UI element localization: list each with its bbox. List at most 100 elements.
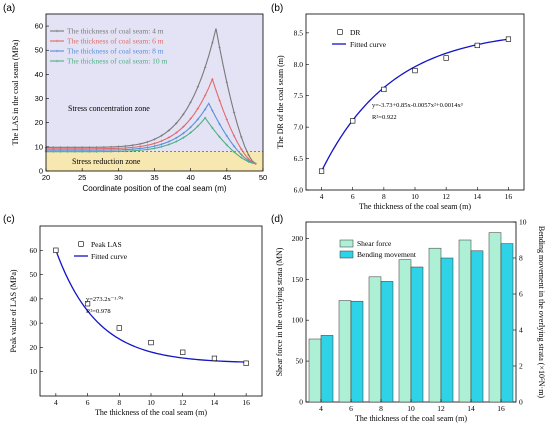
series-marker bbox=[232, 134, 236, 138]
x-tick-label: 50 bbox=[259, 173, 267, 182]
plot-frame bbox=[305, 13, 525, 191]
series-marker bbox=[175, 122, 178, 125]
bar-bending-movement bbox=[320, 335, 334, 403]
legend-label-fit: Fitted curve bbox=[91, 252, 128, 261]
series-marker bbox=[211, 41, 214, 45]
x-tick-label: 6 bbox=[351, 192, 355, 201]
y-right-tick-label: 4 bbox=[519, 326, 523, 335]
data-point bbox=[211, 355, 218, 361]
series-marker bbox=[232, 150, 236, 154]
y-tick-label: 8.0 bbox=[294, 60, 304, 69]
series-marker bbox=[240, 147, 243, 151]
series-marker bbox=[175, 140, 178, 143]
bar-bending-movement bbox=[380, 281, 394, 403]
panel-label-d: (d) bbox=[271, 214, 283, 225]
series-marker bbox=[189, 100, 192, 104]
y-tick-label: 50 bbox=[35, 46, 43, 55]
series-marker bbox=[138, 149, 142, 152]
series-marker bbox=[247, 160, 250, 163]
series-marker bbox=[232, 145, 236, 148]
x-tick-label: 16 bbox=[497, 404, 505, 413]
x-tick-label: 8 bbox=[379, 404, 383, 413]
y-tick-label: 40 bbox=[30, 294, 38, 303]
data-point bbox=[53, 247, 59, 253]
data-point bbox=[318, 168, 325, 174]
legend-label: The thickness of coal seam: 6 m bbox=[67, 37, 164, 46]
data-point bbox=[84, 301, 91, 307]
series-marker bbox=[124, 149, 127, 153]
series-marker bbox=[167, 136, 171, 139]
x-axis-label: The thickness of the coal seam (m) bbox=[355, 414, 467, 423]
y-tick-label: 150 bbox=[292, 275, 304, 284]
fit-r2: R²=0.922 bbox=[372, 114, 397, 121]
x-axis-label: The thickness of the coal seam (m) bbox=[95, 408, 207, 417]
legend-label-fit: Fitted curve bbox=[350, 40, 387, 49]
series-marker bbox=[182, 132, 185, 135]
y-tick-label: 40 bbox=[35, 70, 43, 79]
series-marker bbox=[203, 66, 207, 69]
series-marker bbox=[59, 150, 62, 153]
fit-equation: y=273.2x⁻¹·⁰⁹ bbox=[86, 295, 124, 303]
legend-label: The thickness of coal seam: 8 m bbox=[67, 47, 164, 56]
x-tick-label: 20 bbox=[42, 173, 50, 182]
legend-marker bbox=[337, 29, 343, 35]
series-marker bbox=[196, 118, 200, 121]
series-marker bbox=[211, 109, 214, 112]
y-tick-label: 60 bbox=[30, 246, 38, 255]
series-marker bbox=[175, 136, 178, 140]
series-marker bbox=[131, 144, 134, 147]
series-marker bbox=[196, 107, 200, 110]
x-tick-label: 6 bbox=[86, 398, 90, 407]
y-axis-label: The DR of the coal seam (m) bbox=[276, 55, 285, 149]
series-marker bbox=[182, 112, 185, 116]
legend-swatch-shear bbox=[339, 239, 354, 248]
series-marker bbox=[203, 108, 207, 111]
y-axis-label: Peak value of LAS (MPa) bbox=[9, 269, 18, 352]
series-marker bbox=[73, 150, 77, 153]
bar-bending-movement bbox=[440, 257, 454, 403]
panel-a: 20 25 30 35 40 45 50 0 10 20 30 40 50 60 Coordinate po… bbox=[3, 3, 267, 193]
series-marker bbox=[160, 139, 163, 143]
bar-shear-force bbox=[338, 300, 352, 403]
series-marker bbox=[247, 153, 250, 157]
legend-swatch-bending bbox=[339, 250, 354, 259]
legend-label: The thickness of coal seam: 10 m bbox=[67, 57, 168, 66]
legend-marker bbox=[55, 29, 59, 33]
series-marker bbox=[203, 94, 207, 97]
bar-shear-force bbox=[488, 232, 502, 403]
series-marker bbox=[117, 150, 120, 153]
y-right-axis-label: Bending movement in the overlying strata… bbox=[537, 226, 546, 398]
fit-r2: R²=0.978 bbox=[86, 308, 111, 315]
series-marker bbox=[153, 142, 156, 145]
y-tick-label: 60 bbox=[35, 22, 43, 31]
series-marker bbox=[182, 136, 185, 139]
y-tick-label: 50 bbox=[30, 270, 38, 279]
y-tick-label: 0 bbox=[299, 398, 303, 407]
y-tick-label: 100 bbox=[292, 316, 304, 325]
y-tick-label: 10 bbox=[30, 367, 38, 376]
series-marker bbox=[167, 140, 171, 143]
legend-marker bbox=[55, 59, 59, 63]
series-marker bbox=[218, 46, 221, 49]
series-marker bbox=[225, 134, 229, 138]
series-marker bbox=[175, 131, 178, 134]
x-tick-label: 4 bbox=[319, 404, 323, 413]
series-marker bbox=[218, 135, 221, 139]
x-tick-label: 25 bbox=[78, 173, 86, 182]
x-axis-label: Coordinate position of the coal seam (m) bbox=[82, 184, 226, 193]
data-point bbox=[243, 360, 249, 366]
series-marker bbox=[146, 148, 149, 151]
legend-marker bbox=[55, 39, 59, 43]
y-tick-label: 6.5 bbox=[294, 154, 304, 163]
y-tick-label: 30 bbox=[30, 319, 38, 328]
y-right-tick-label: 8 bbox=[519, 254, 523, 263]
bar-bending-movement bbox=[410, 266, 424, 403]
data-point bbox=[505, 36, 512, 42]
x-tick-label: 4 bbox=[54, 398, 58, 407]
y-right-tick-label: 2 bbox=[519, 362, 523, 371]
bar-shear-force bbox=[308, 338, 322, 403]
y-tick-label: 7.5 bbox=[294, 91, 304, 100]
series-marker bbox=[203, 116, 207, 120]
series-marker bbox=[211, 78, 214, 81]
x-tick-label: 12 bbox=[442, 192, 450, 201]
